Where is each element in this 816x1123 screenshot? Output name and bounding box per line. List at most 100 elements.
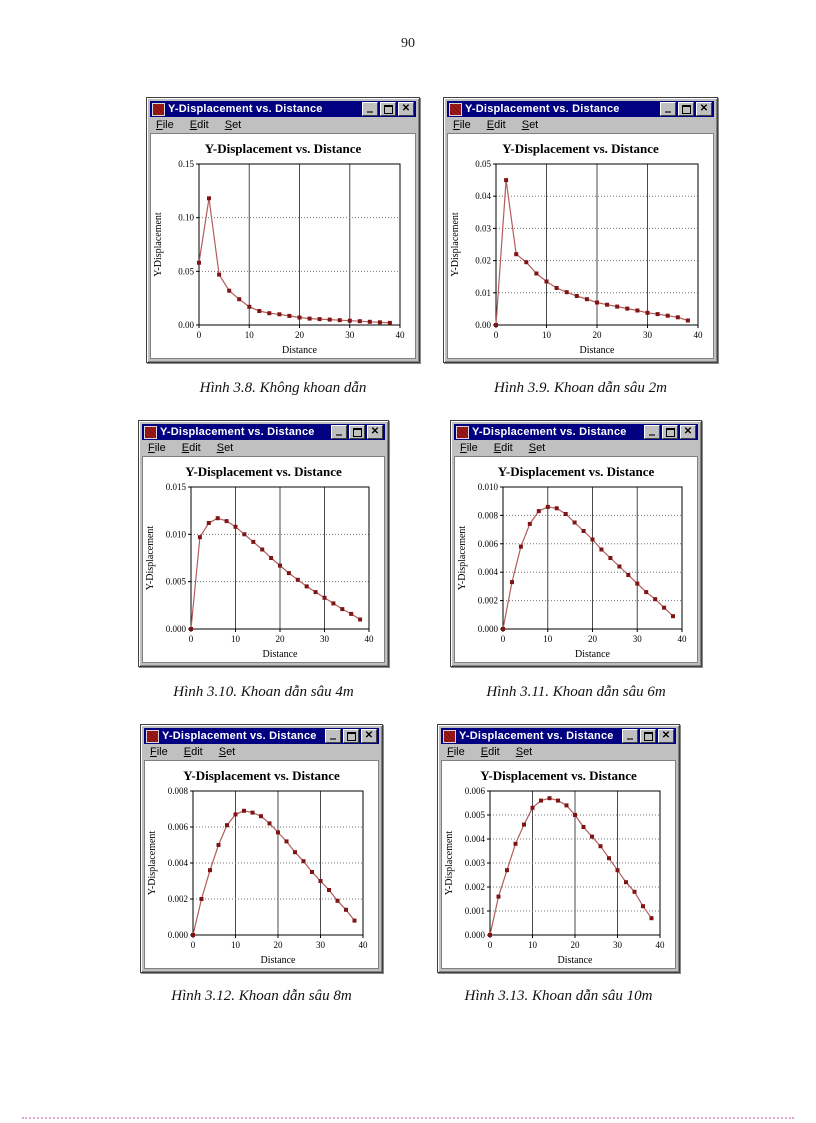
maximize-button[interactable] <box>380 102 396 116</box>
app-icon <box>456 425 469 439</box>
svg-text:0.006: 0.006 <box>478 539 499 549</box>
close-button[interactable]: ✕ <box>398 102 414 116</box>
maximize-button[interactable] <box>343 729 359 743</box>
menu-edit[interactable]: Edit <box>181 442 201 454</box>
svg-text:10: 10 <box>245 330 255 340</box>
close-icon: ✕ <box>364 729 374 741</box>
chart-title: Y-Displacement vs. Distance <box>204 141 362 156</box>
svg-text:0.000: 0.000 <box>166 624 187 634</box>
chart-title: Y-Displacement vs. Distance <box>480 768 637 783</box>
svg-text:30: 30 <box>316 940 326 950</box>
close-button[interactable]: ✕ <box>361 729 377 743</box>
window-titlebar[interactable]: Y-Displacement vs. Distance ✕ <box>144 728 379 744</box>
figure-caption-3-8: Hình 3.8. Không khoan dẫn <box>199 380 367 396</box>
close-button[interactable]: ✕ <box>367 425 383 439</box>
menu-file[interactable]: File <box>453 119 471 131</box>
window-titlebar[interactable]: Y-Displacement vs. Distance ✕ <box>454 424 698 440</box>
chart-area: Y-Displacement vs. Distance 0 10 20 30 40 0.0… <box>142 457 385 663</box>
svg-text:30: 30 <box>613 940 623 950</box>
svg-text:0.15: 0.15 <box>178 159 194 169</box>
svg-text:40: 40 <box>396 330 406 340</box>
menu-edit[interactable]: Edit <box>493 442 513 454</box>
svg-text:Distance: Distance <box>263 649 299 660</box>
maximize-button[interactable] <box>349 425 365 439</box>
menu-set[interactable]: Set <box>224 119 242 131</box>
window-title: Y-Displacement vs. Distance <box>465 103 620 115</box>
window-title: Y-Displacement vs. Distance <box>160 426 315 438</box>
svg-text:20: 20 <box>276 634 286 644</box>
menu-file[interactable]: File <box>447 746 465 758</box>
svg-text:0.001: 0.001 <box>465 906 485 916</box>
minimize-button[interactable] <box>331 425 347 439</box>
close-button[interactable]: ✕ <box>696 102 712 116</box>
menu-set[interactable]: Set <box>216 442 234 454</box>
svg-text:0.002: 0.002 <box>168 894 188 904</box>
close-button[interactable]: ✕ <box>680 425 696 439</box>
svg-text:0.003: 0.003 <box>465 858 486 868</box>
window-titlebar[interactable]: Y-Displacement vs. Distance ✕ <box>142 424 385 440</box>
window-fig-3-13: Y-Displacement vs. Distance ✕ File Edit … <box>437 724 680 973</box>
window-titlebar[interactable]: Y-Displacement vs. Distance ✕ <box>441 728 676 744</box>
chart-area: Y-Displacement vs. Distance 0 10 20 30 40 0.0… <box>441 761 676 969</box>
svg-text:30: 30 <box>643 330 653 340</box>
menu-set[interactable]: Set <box>218 746 236 758</box>
maximize-button[interactable] <box>640 729 656 743</box>
svg-text:0.010: 0.010 <box>478 482 499 492</box>
svg-text:10: 10 <box>528 940 538 950</box>
menu-edit[interactable]: Edit <box>486 119 506 131</box>
svg-text:0.03: 0.03 <box>475 223 491 233</box>
svg-text:Y-Displacement: Y-Displacement <box>444 831 455 896</box>
menu-file[interactable]: File <box>156 119 174 131</box>
window-titlebar[interactable]: Y-Displacement vs. Distance ✕ <box>150 101 416 117</box>
menu-bar: File Edit Set <box>142 440 385 457</box>
minimize-icon <box>330 738 336 740</box>
svg-text:0.008: 0.008 <box>478 510 499 520</box>
menu-set[interactable]: Set <box>521 119 539 131</box>
menu-edit[interactable]: Edit <box>480 746 500 758</box>
maximize-icon <box>665 427 675 437</box>
chart-title: Y-Displacement vs. Distance <box>497 464 655 479</box>
maximize-button[interactable] <box>662 425 678 439</box>
svg-text:30: 30 <box>633 634 643 644</box>
menu-set[interactable]: Set <box>528 442 546 454</box>
line-chart-fig-3-11: 0 10 20 30 40 0.000 0.002 0.004 0.006 0.008 0.010 D… <box>457 482 688 660</box>
menu-bar: File Edit Set <box>144 744 379 761</box>
footer-dotted-rule <box>22 1117 794 1119</box>
close-icon: ✕ <box>401 102 411 114</box>
minimize-button[interactable] <box>644 425 660 439</box>
svg-text:0.005: 0.005 <box>166 577 187 587</box>
maximize-icon <box>643 731 653 741</box>
svg-text:0.10: 0.10 <box>178 213 194 223</box>
maximize-icon <box>346 731 356 741</box>
minimize-icon <box>336 434 342 436</box>
menu-file[interactable]: File <box>460 442 478 454</box>
minimize-button[interactable] <box>325 729 341 743</box>
minimize-icon <box>367 111 373 113</box>
minimize-button[interactable] <box>660 102 676 116</box>
chart-title: Y-Displacement vs. Distance <box>185 464 342 479</box>
maximize-icon <box>383 104 393 114</box>
svg-text:Y-Displacement: Y-Displacement <box>145 526 156 591</box>
svg-text:20: 20 <box>274 940 284 950</box>
window-titlebar[interactable]: Y-Displacement vs. Distance ✕ <box>447 101 714 117</box>
menu-file[interactable]: File <box>148 442 166 454</box>
menu-edit[interactable]: Edit <box>189 119 209 131</box>
minimize-button[interactable] <box>622 729 638 743</box>
menu-edit[interactable]: Edit <box>183 746 203 758</box>
svg-text:0: 0 <box>494 330 499 340</box>
menu-set[interactable]: Set <box>515 746 533 758</box>
svg-text:0.000: 0.000 <box>478 624 499 634</box>
svg-text:0.004: 0.004 <box>465 834 486 844</box>
svg-text:20: 20 <box>588 634 598 644</box>
figure-caption-3-11: Hình 3.11. Khoan dẫn sâu 6m <box>486 684 666 700</box>
close-button[interactable]: ✕ <box>658 729 674 743</box>
maximize-button[interactable] <box>678 102 694 116</box>
close-icon: ✕ <box>699 102 709 114</box>
svg-text:40: 40 <box>678 634 688 644</box>
minimize-button[interactable] <box>362 102 378 116</box>
app-icon <box>443 729 456 743</box>
line-chart-fig-3-10: 0 10 20 30 40 0.000 0.005 0.010 0.015 Distance Y-D… <box>145 482 374 660</box>
menu-file[interactable]: File <box>150 746 168 758</box>
svg-text:10: 10 <box>231 940 241 950</box>
